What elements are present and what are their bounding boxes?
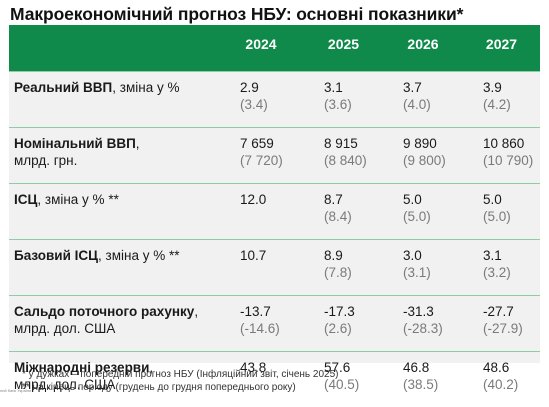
value-cell: 3.0(3.1): [383, 240, 463, 296]
forecast-value: 8 915: [304, 135, 383, 152]
value-cell: 46.8(38.5): [383, 352, 463, 407]
header-row: 2024 2025 2026 2027: [9, 25, 540, 63]
forecast-value: 3.1: [463, 247, 540, 264]
previous-forecast-value: (9 800): [383, 152, 463, 169]
indicator-name: Сальдо поточного рахунку: [14, 304, 194, 319]
value-cell: -27.7(-27.9): [463, 296, 540, 352]
previous-forecast-value: (5.0): [383, 208, 463, 225]
value-cell: 8 915(8 840): [304, 128, 383, 184]
previous-forecast-value: (8.4): [304, 208, 383, 225]
indicator-unit: , зміна у %: [112, 80, 179, 95]
forecast-value: 48.6: [463, 359, 540, 376]
indicator-unit: , зміна у % **: [37, 192, 118, 207]
indicator-name: Базовий ІСЦ: [14, 248, 98, 263]
previous-forecast-value: (4.0): [383, 96, 463, 113]
indicator-label: Номінальний ВВП, млрд. грн.: [9, 128, 218, 184]
value-cell: 7 659(7 720): [218, 128, 304, 184]
forecast-value: 3.1: [304, 79, 383, 96]
previous-forecast-value: (8 840): [304, 152, 383, 169]
header-spacer: [9, 63, 540, 72]
previous-forecast-value: (7.8): [304, 264, 383, 281]
logo-caption: ний банк України: [0, 388, 31, 393]
value-cell: 5.0(5.0): [383, 184, 463, 240]
forecast-value: -13.7: [218, 303, 304, 320]
previous-forecast-value: (-27.9): [463, 320, 540, 337]
footnote-end-of-period: ** на кінець періоду (грудень до грудня …: [22, 382, 296, 393]
indicator-name: Номінальний ВВП: [14, 136, 136, 151]
value-cell: 9 890(9 800): [383, 128, 463, 184]
indicator-unit: ,: [136, 136, 140, 151]
forecast-value: 46.8: [383, 359, 463, 376]
previous-forecast-value: (7 720): [218, 152, 304, 169]
value-cell: 12.0: [218, 184, 304, 240]
header-year-2027: 2027: [463, 25, 540, 63]
value-cell: 10.7: [218, 240, 304, 296]
indicator-unit: ,: [194, 304, 198, 319]
indicator-unit-line2: млрд. дол. США: [14, 321, 115, 336]
forecast-value: 9 890: [383, 135, 463, 152]
header-year-2025: 2025: [304, 25, 383, 63]
indicator-unit: , зміна у % **: [98, 248, 179, 263]
forecast-value: 10.7: [218, 247, 304, 264]
forecast-value: 10 860: [463, 135, 540, 152]
previous-forecast-value: (10 790): [463, 152, 540, 169]
header-indicator-cell: [9, 25, 218, 63]
value-cell: 10 860(10 790): [463, 128, 540, 184]
value-cell: 2.9(3.4): [218, 72, 304, 128]
forecast-table: 2024 2025 2026 2027 Реальний ВВП, зміна …: [9, 25, 540, 407]
forecast-value: 8.9: [304, 247, 383, 264]
value-cell: -31.3(-28.3): [383, 296, 463, 352]
forecast-value: -17.3: [304, 303, 383, 320]
forecast-value: 3.9: [463, 79, 540, 96]
forecast-value: -31.3: [383, 303, 463, 320]
value-cell: 48.6(40.2): [463, 352, 540, 407]
forecast-value: 2.9: [218, 79, 304, 96]
forecast-value: 5.0: [383, 191, 463, 208]
indicator-label: Реальний ВВП, зміна у %: [9, 72, 218, 128]
forecast-value: 12.0: [218, 191, 304, 208]
forecast-value: 3.0: [383, 247, 463, 264]
forecast-value: 5.0: [463, 191, 540, 208]
previous-forecast-value: (3.2): [463, 264, 540, 281]
value-cell: 8.7(8.4): [304, 184, 383, 240]
forecast-value: 8.7: [304, 191, 383, 208]
footnote-previous-forecast: * у дужках – попередній прогноз НБУ (Інф…: [22, 369, 339, 380]
value-cell: 3.7(4.0): [383, 72, 463, 128]
value-cell: -17.3(2.6): [304, 296, 383, 352]
previous-forecast-value: (5.0): [463, 208, 540, 225]
header-year-2024: 2024: [218, 25, 304, 63]
forecast-value: 7 659: [218, 135, 304, 152]
table-row: Сальдо поточного рахунку, млрд. дол. США -…: [9, 296, 540, 352]
previous-forecast-value: (40.2): [463, 376, 540, 393]
value-cell: -13.7(-14.6): [218, 296, 304, 352]
previous-forecast-value: (3.4): [218, 96, 304, 113]
previous-forecast-value: (3.1): [383, 264, 463, 281]
previous-forecast-value: (2.6): [304, 320, 383, 337]
indicator-label: Базовий ІСЦ, зміна у % **: [9, 240, 218, 296]
previous-forecast-value: (4.2): [463, 96, 540, 113]
header-year-2026: 2026: [383, 25, 463, 63]
previous-forecast-value: (-14.6): [218, 320, 304, 337]
table-row: Номінальний ВВП, млрд. грн. 7 659(7 720)8 …: [9, 128, 540, 184]
indicator-label: Сальдо поточного рахунку, млрд. дол. США: [9, 296, 218, 352]
indicator-name: ІСЦ: [14, 192, 37, 207]
forecast-table-container: 2024 2025 2026 2027 Реальний ВВП, зміна …: [9, 25, 540, 363]
previous-forecast-value: (38.5): [383, 376, 463, 393]
value-cell: 3.1(3.2): [463, 240, 540, 296]
page-title: Макроекономічний прогноз НБУ: основні по…: [10, 4, 463, 25]
indicator-label: ІСЦ, зміна у % **: [9, 184, 218, 240]
previous-forecast-value: (-28.3): [383, 320, 463, 337]
indicator-name: Реальний ВВП: [14, 80, 112, 95]
indicator-unit-line2: млрд. грн.: [14, 153, 77, 168]
forecast-value: 3.7: [383, 79, 463, 96]
value-cell: 3.9(4.2): [463, 72, 540, 128]
forecast-value: -27.7: [463, 303, 540, 320]
value-cell: 8.9(7.8): [304, 240, 383, 296]
value-cell: 5.0(5.0): [463, 184, 540, 240]
previous-forecast-value: (3.6): [304, 96, 383, 113]
value-cell: 3.1(3.6): [304, 72, 383, 128]
table-row: Реальний ВВП, зміна у %2.9(3.4)3.1(3.6)3…: [9, 72, 540, 128]
